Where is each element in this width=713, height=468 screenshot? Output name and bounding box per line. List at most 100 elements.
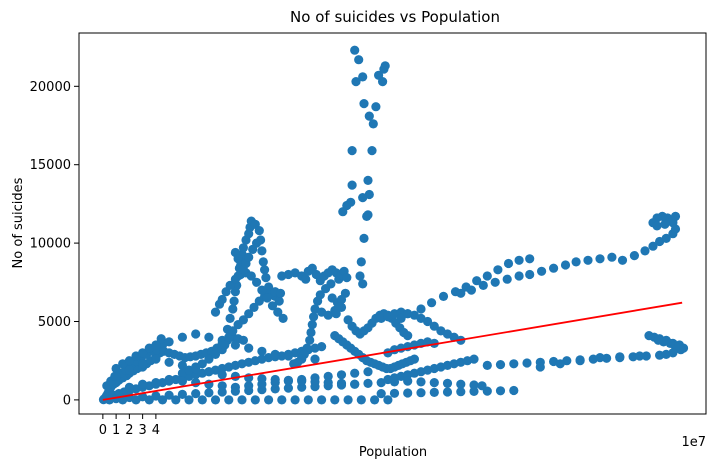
scatter-point [403,376,413,386]
scatter-point [252,277,262,287]
scatter-point [641,351,651,361]
scatter-point [514,255,524,265]
y-tick-label: 10000 [30,237,71,252]
scatter-point [177,360,187,370]
scatter-point [338,207,348,217]
scatter-point [555,359,565,369]
scatter-point [306,327,316,338]
scatter-point [156,334,166,344]
scatter-point [336,378,347,388]
scatter-point [283,351,293,361]
scatter-point [257,285,267,295]
scatter-point [351,77,361,87]
scatter-point [217,381,227,391]
scatter-point [238,335,248,345]
scatter-point [274,296,284,306]
y-tick-label: 5000 [38,315,71,330]
scatter-point [537,266,547,276]
scatter-point [177,332,187,342]
scatter-point [111,363,121,374]
scatter-point [336,294,347,305]
scatter-point [350,45,360,55]
scatter-point [423,316,433,327]
scatter-point [191,329,201,339]
scatter-point [356,257,366,267]
scatter-point [355,271,365,281]
scatter-point [331,309,341,319]
scatter-point [327,293,337,303]
scatter-point [164,390,174,400]
scatter-point [389,388,400,398]
scatter-point [144,395,154,405]
y-axis-ticks: 0 5000 10000 15000 20000 [30,80,79,408]
scatter-point [617,255,628,265]
scatter-point [313,296,323,306]
scatter-point [310,354,320,364]
scatter-point [575,356,585,366]
scatter-point [359,233,369,243]
scatter-point [615,352,625,362]
scatter-point [151,354,161,364]
scatter-point [307,320,317,330]
scatter-point [396,313,406,323]
scatter-point [131,395,141,405]
scatter-points [98,45,689,405]
scatter-point [456,387,466,397]
scatter-point [164,357,174,367]
x-tick-label: 1 [112,423,120,438]
scatter-point [371,102,381,112]
scatter-point [330,395,340,405]
scatter-point [478,280,488,290]
y-axis-label: No of suicides [11,177,26,268]
scatter-point [383,395,393,405]
scatter-point [177,376,187,386]
scatter-point [347,180,357,190]
scatter-point [225,280,235,290]
scatter-point [358,72,368,82]
scatter-point [323,310,333,320]
scatter-point [482,360,492,370]
scatter-point [362,211,372,221]
scatter-point [197,395,207,405]
scatter-point [124,356,134,366]
scatter-point [230,340,240,350]
scatter-point [283,375,293,385]
scatter-point [204,388,214,398]
chart-title: No of suicides vs Population [290,8,500,26]
scatter-point [151,378,161,388]
scatter-point [151,340,161,350]
scatter-point [270,384,280,394]
scatter-point [270,374,280,385]
scatter-point [583,255,593,265]
scatter-point [303,395,313,405]
scatter-point [525,254,535,264]
scatter-point [238,315,248,325]
scatter-point [469,386,479,396]
regression-line-layer [102,301,683,401]
scatter-point [363,378,373,388]
scatter-point [244,309,254,319]
scatter-point [257,374,267,384]
scatter-point [409,354,419,364]
y-tick-label: 20000 [30,80,71,95]
scatter-point [252,238,262,248]
scatter-point [191,378,201,388]
scatter-point [509,359,519,369]
scatter-point [310,377,320,387]
scatter-point [525,269,535,280]
scatter-point [301,274,311,284]
scatter-point [350,368,360,378]
scatter-point [250,395,260,405]
scatter-point [210,349,221,359]
scatter-point [336,370,347,380]
scatter-point [273,307,283,317]
scatter-point [309,312,319,322]
scatter-point [560,260,571,270]
scatter-point [204,332,214,342]
scatter-point [228,326,238,336]
scatter-point [177,389,187,399]
scatter-point [403,309,413,319]
scatter-point [571,257,581,267]
scatter-point [289,359,299,369]
scatter-point [356,395,366,405]
